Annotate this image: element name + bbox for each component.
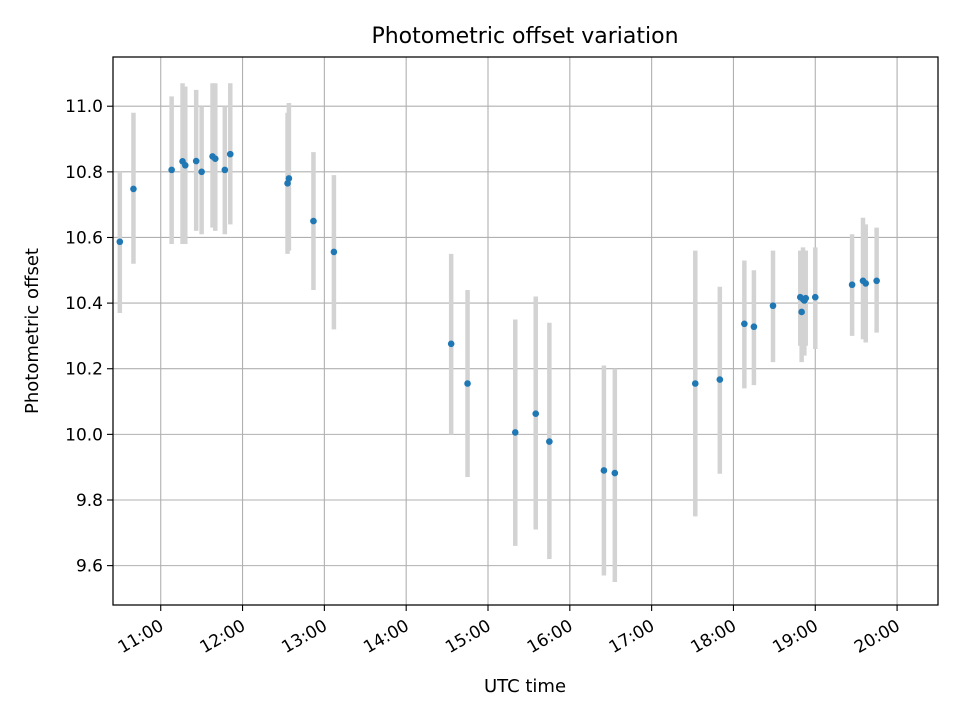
data-point bbox=[464, 380, 471, 387]
data-point bbox=[546, 438, 553, 445]
data-point bbox=[532, 410, 540, 417]
data-point bbox=[192, 157, 200, 165]
y-tick-label: 10.8 bbox=[65, 163, 103, 183]
data-point bbox=[600, 467, 608, 474]
y-tick-label: 10.2 bbox=[65, 360, 103, 380]
data-point bbox=[221, 166, 229, 174]
data-point bbox=[447, 340, 455, 348]
data-point bbox=[716, 376, 724, 383]
data-point bbox=[130, 185, 137, 193]
data-point bbox=[750, 323, 758, 331]
data-point bbox=[691, 380, 699, 387]
y-tick-label: 10.0 bbox=[65, 425, 103, 445]
data-point bbox=[511, 429, 519, 436]
y-tick-label: 10.6 bbox=[65, 228, 103, 248]
data-point bbox=[211, 155, 219, 163]
data-point bbox=[168, 166, 175, 174]
data-point bbox=[285, 175, 293, 182]
y-tick-label: 9.8 bbox=[76, 491, 103, 511]
data-points bbox=[116, 150, 880, 477]
data-point bbox=[741, 320, 748, 328]
data-point bbox=[862, 280, 870, 287]
data-point bbox=[802, 294, 810, 302]
y-tick-label: 9.6 bbox=[76, 557, 103, 577]
data-point bbox=[611, 469, 619, 477]
plot-area-frame bbox=[112, 56, 939, 606]
data-point bbox=[226, 150, 234, 158]
data-point bbox=[873, 277, 880, 285]
y-axis-ticks: 9.6 9.8 10.0 10.2 10.4 10.6 10.8 11.0 bbox=[65, 97, 113, 577]
data-point bbox=[181, 161, 189, 169]
x-axis-label: UTC time bbox=[484, 676, 566, 697]
data-point bbox=[310, 217, 317, 225]
chart-title: Photometric offset variation bbox=[371, 24, 678, 49]
data-point bbox=[848, 281, 856, 289]
data-point bbox=[198, 168, 205, 176]
grid bbox=[113, 57, 938, 605]
data-point bbox=[330, 248, 338, 256]
data-point bbox=[811, 293, 819, 301]
data-point bbox=[798, 308, 805, 316]
data-point bbox=[769, 302, 777, 310]
y-tick-label: 11.0 bbox=[65, 97, 103, 117]
y-axis-label: Photometric offset bbox=[22, 248, 43, 414]
data-point bbox=[116, 238, 124, 246]
y-tick-label: 10.4 bbox=[65, 294, 103, 314]
